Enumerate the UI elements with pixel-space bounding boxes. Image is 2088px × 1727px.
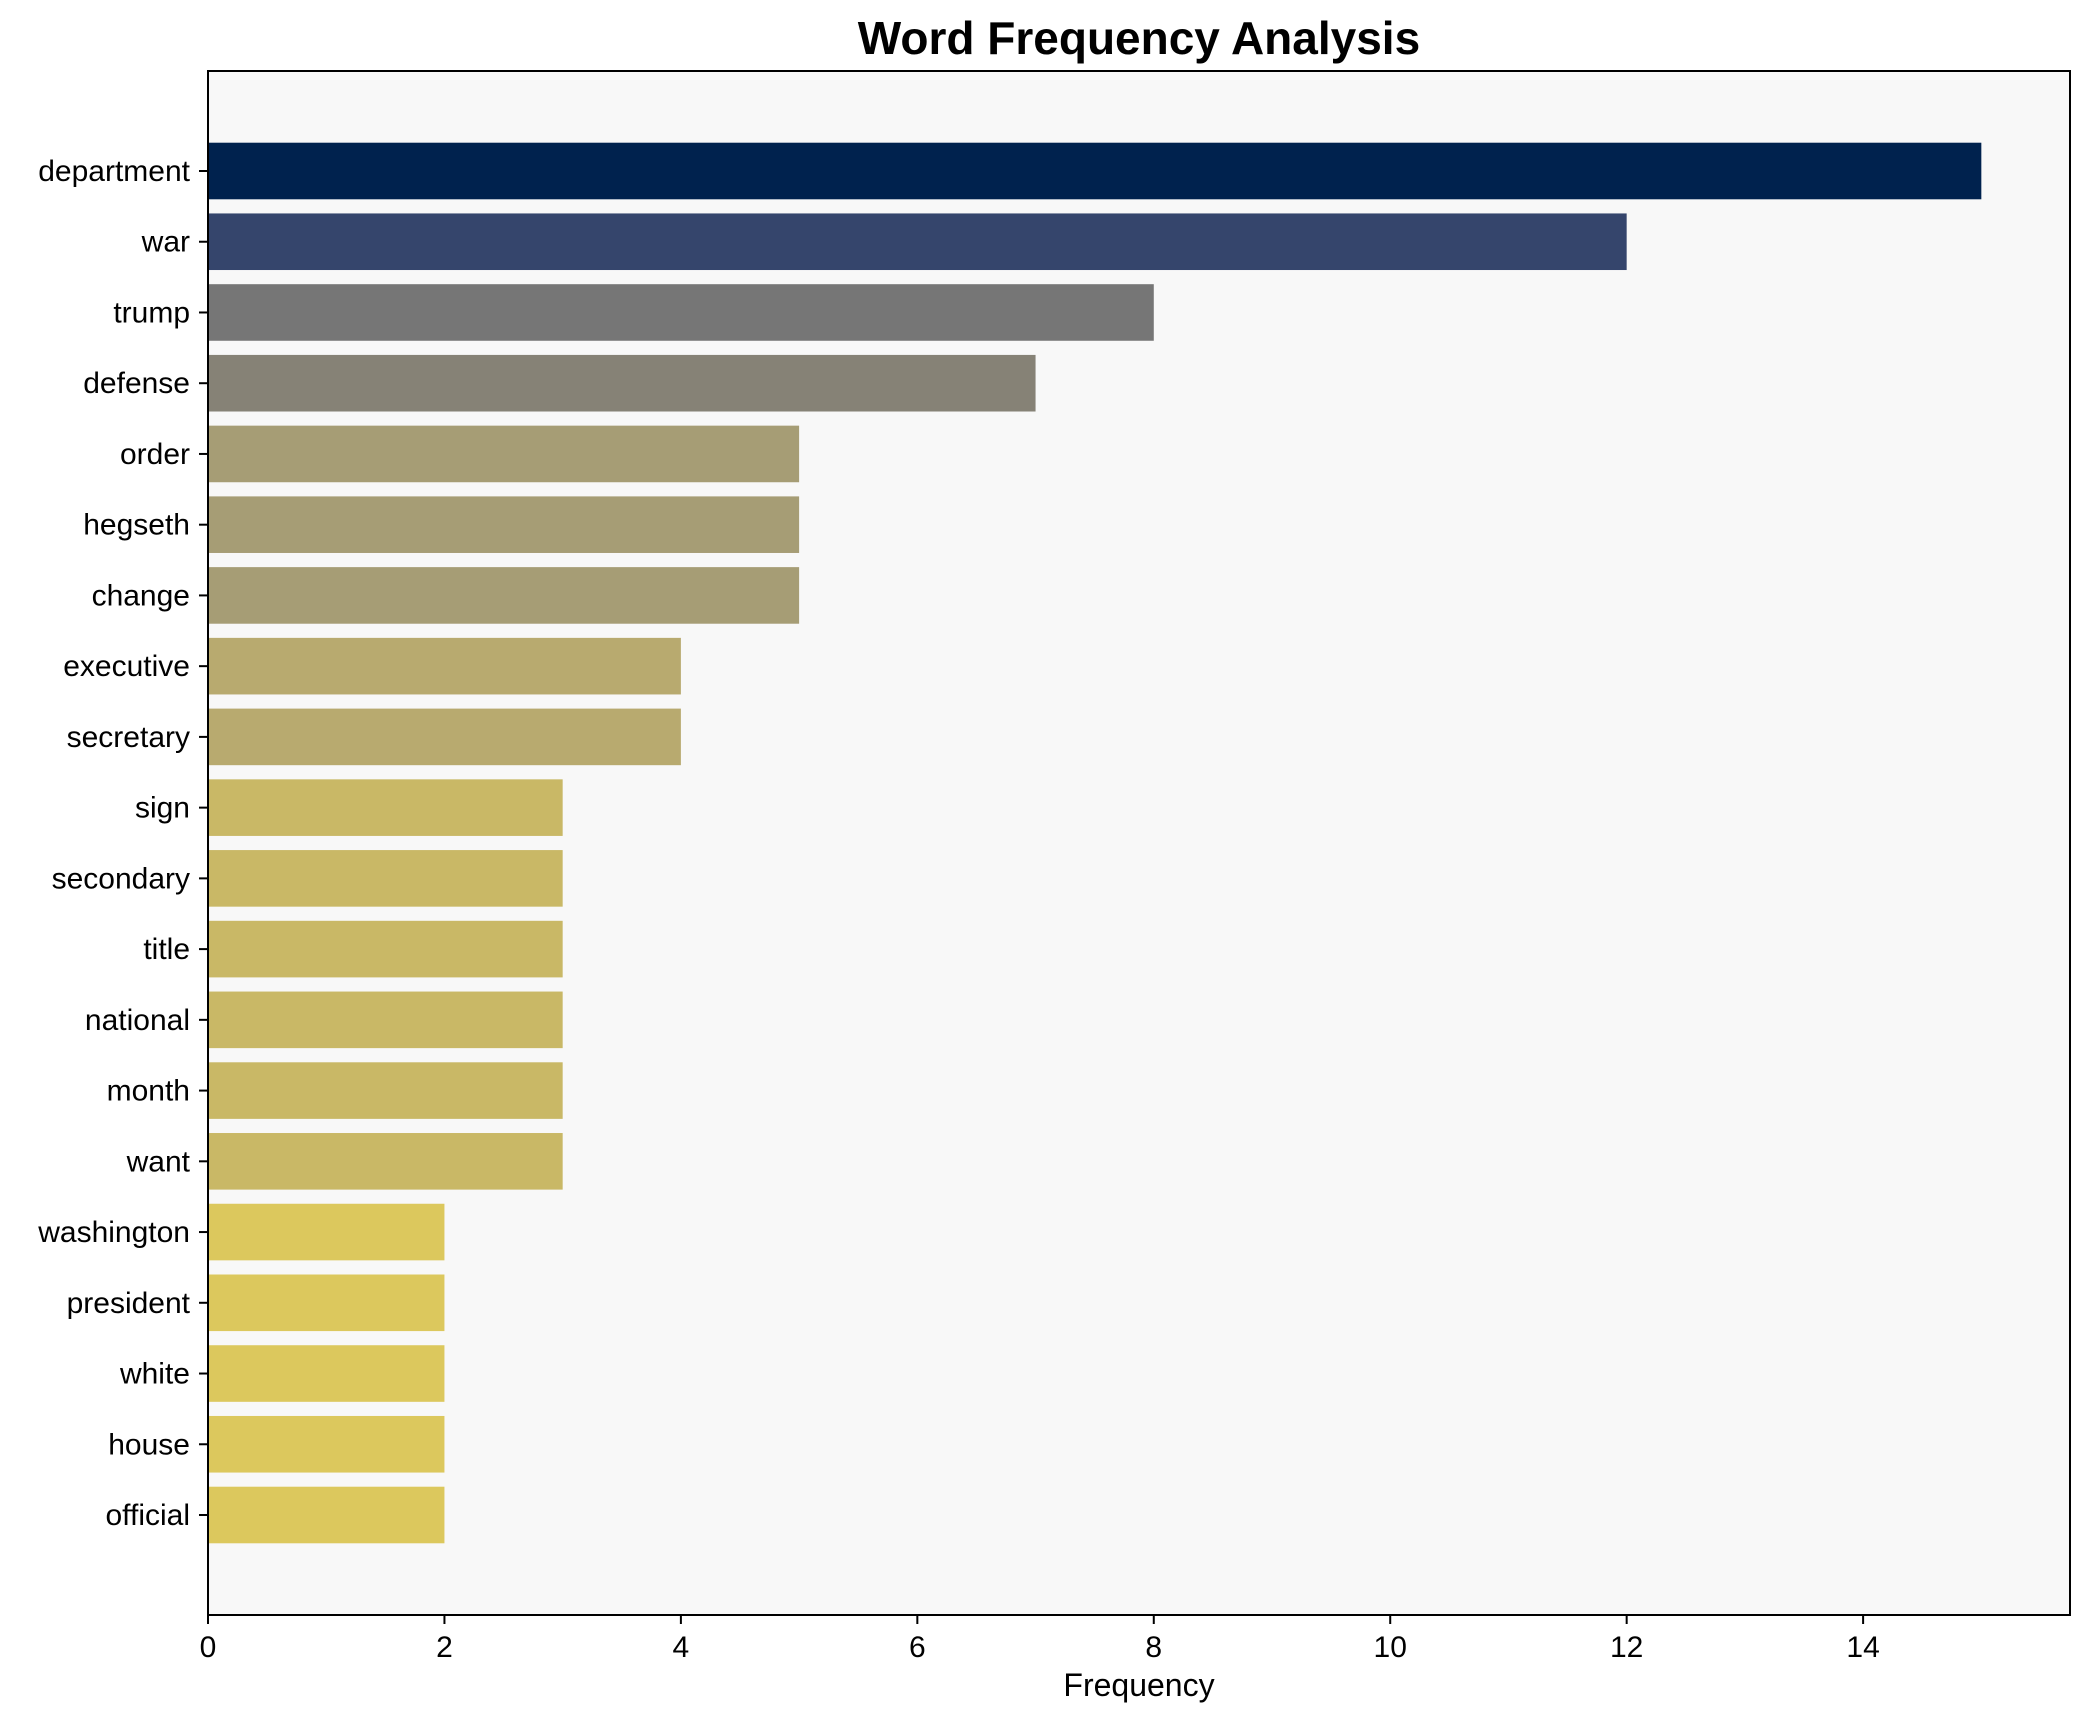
bar-national bbox=[208, 991, 563, 1049]
y-tick-label: secondary bbox=[52, 862, 190, 895]
x-tick-label: 10 bbox=[1374, 1631, 1407, 1664]
y-tick-label: order bbox=[120, 438, 190, 471]
plot-frame bbox=[207, 70, 2071, 1616]
y-tick-label: washington bbox=[37, 1216, 190, 1249]
y-tick-label: house bbox=[108, 1428, 190, 1461]
bar-month bbox=[208, 1062, 563, 1119]
y-tick-label: secretary bbox=[67, 721, 190, 754]
bar-title bbox=[208, 920, 563, 978]
bar-washington bbox=[208, 1203, 445, 1261]
bar-defense bbox=[208, 354, 1036, 412]
x-tick-label: 0 bbox=[200, 1631, 217, 1664]
y-tick-label: national bbox=[85, 1004, 190, 1037]
y-tick-label: war bbox=[141, 226, 190, 259]
y-tick-label: sign bbox=[135, 792, 190, 825]
bar-secretary bbox=[208, 708, 681, 766]
bar-house bbox=[208, 1415, 445, 1473]
y-tick-label: month bbox=[107, 1075, 190, 1108]
y-tick-label: defense bbox=[83, 367, 190, 400]
x-axis-ticks: 0 2 4 6 8 10 12 14 bbox=[200, 1615, 1880, 1664]
x-tick-label: 14 bbox=[1846, 1631, 1879, 1664]
x-tick-label: 6 bbox=[909, 1631, 926, 1664]
x-tick-label: 4 bbox=[673, 1631, 690, 1664]
y-tick-label: hegseth bbox=[83, 509, 190, 542]
bar-official bbox=[208, 1486, 445, 1544]
y-tick-label: trump bbox=[113, 296, 190, 329]
x-tick-label: 2 bbox=[436, 1631, 453, 1664]
x-axis-label: Frequency bbox=[1063, 1667, 1214, 1703]
y-tick-label: executive bbox=[63, 650, 190, 683]
bar-war bbox=[208, 213, 1627, 271]
bar-want bbox=[208, 1133, 563, 1190]
bar-order bbox=[208, 425, 800, 483]
y-tick-label: president bbox=[67, 1287, 191, 1320]
bar-executive bbox=[208, 637, 681, 695]
y-tick-label: official bbox=[106, 1499, 191, 1532]
y-tick-label: change bbox=[92, 579, 190, 612]
bar-secondary bbox=[208, 850, 563, 907]
x-tick-label: 12 bbox=[1610, 1631, 1643, 1664]
bars-group bbox=[208, 142, 1982, 1544]
y-tick-label: white bbox=[119, 1358, 190, 1391]
bar-hegseth bbox=[208, 496, 800, 553]
y-axis-ticks: department war trump defense order hegseth cha… bbox=[37, 155, 208, 1532]
bar-trump bbox=[208, 284, 1154, 341]
bar-president bbox=[208, 1274, 445, 1332]
bar-department bbox=[208, 142, 1982, 200]
bar-white bbox=[208, 1345, 445, 1402]
chart-title: Word Frequency Analysis bbox=[858, 12, 1420, 64]
y-tick-label: title bbox=[143, 933, 190, 966]
y-tick-label: department bbox=[38, 155, 190, 188]
bar-change bbox=[208, 567, 800, 624]
x-tick-label: 8 bbox=[1145, 1631, 1162, 1664]
bar-sign bbox=[208, 779, 563, 836]
y-tick-label: want bbox=[126, 1145, 191, 1178]
